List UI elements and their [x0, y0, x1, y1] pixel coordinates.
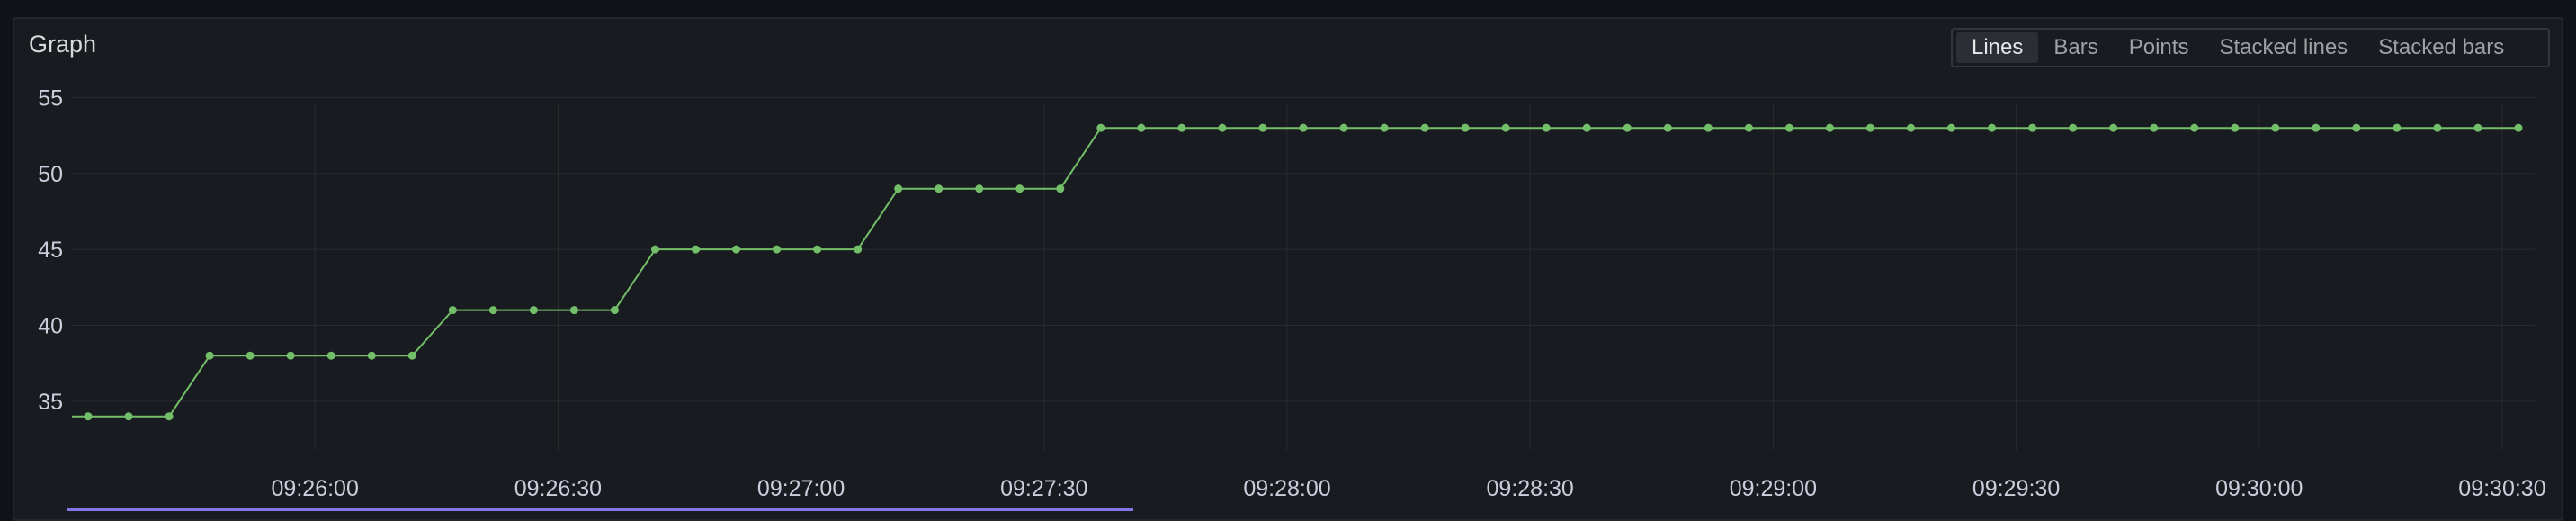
- data-point: [246, 351, 255, 360]
- data-point: [1137, 123, 1146, 132]
- data-point: [935, 184, 944, 193]
- view-mode-stacked-lines-button[interactable]: Stacked lines: [2219, 35, 2348, 59]
- data-point: [2150, 123, 2159, 132]
- data-point: [2352, 123, 2361, 132]
- data-point: [488, 306, 497, 315]
- data-point: [1461, 123, 1470, 132]
- data-point: [1380, 123, 1389, 132]
- data-point: [1865, 123, 1874, 132]
- data-point: [610, 306, 619, 315]
- panel-title: Graph: [29, 31, 97, 58]
- x-tick-label: 09:27:30: [1000, 476, 1087, 501]
- data-point: [692, 245, 701, 254]
- view-mode-toggle: Lines Bars Points Stacked lines Stacked …: [1951, 28, 2550, 67]
- x-tick-label: 09:29:30: [1972, 476, 2060, 501]
- data-point: [2190, 123, 2199, 132]
- data-point: [1582, 123, 1591, 132]
- data-point: [854, 245, 863, 254]
- x-tick-label: 09:29:00: [1730, 476, 1817, 501]
- data-point: [650, 245, 659, 254]
- data-point: [1177, 123, 1186, 132]
- data-point: [286, 351, 295, 360]
- data-point: [1258, 123, 1267, 132]
- data-point: [529, 306, 538, 315]
- x-tick-label: 09:28:30: [1487, 476, 1574, 501]
- data-point: [2514, 123, 2523, 132]
- y-tick-label: 45: [38, 238, 63, 263]
- data-point: [84, 412, 93, 421]
- data-point: [1704, 123, 1713, 132]
- data-point: [448, 306, 457, 315]
- data-point: [2393, 123, 2402, 132]
- data-point: [205, 351, 214, 360]
- view-mode-lines-button[interactable]: Lines: [1956, 32, 2039, 63]
- data-point: [1542, 123, 1551, 132]
- data-point: [1299, 123, 1308, 132]
- view-mode-stacked-bars-button[interactable]: Stacked bars: [2378, 35, 2505, 59]
- graph-panel: [13, 17, 2563, 521]
- data-point: [1784, 123, 1793, 132]
- data-point: [1906, 123, 1915, 132]
- data-point: [2109, 123, 2118, 132]
- x-tick-label: 09:27:00: [757, 476, 845, 501]
- data-point: [1825, 123, 1834, 132]
- data-point: [1339, 123, 1348, 132]
- data-point: [2231, 123, 2240, 132]
- data-point: [367, 351, 376, 360]
- data-point: [1988, 123, 1997, 132]
- data-point: [1218, 123, 1227, 132]
- data-point: [732, 245, 741, 254]
- data-point: [2271, 123, 2280, 132]
- data-point: [2433, 123, 2442, 132]
- data-point: [1420, 123, 1429, 132]
- data-point: [1947, 123, 1956, 132]
- data-point: [2312, 123, 2321, 132]
- data-point: [1501, 123, 1510, 132]
- data-point: [407, 351, 416, 360]
- data-point: [1096, 123, 1105, 132]
- data-point: [1744, 123, 1753, 132]
- data-point: [569, 306, 578, 315]
- y-tick-label: 40: [38, 313, 63, 338]
- data-point: [1623, 123, 1632, 132]
- data-point: [165, 412, 174, 421]
- y-tick-label: 55: [38, 85, 63, 111]
- data-point: [813, 245, 822, 254]
- view-mode-points-button[interactable]: Points: [2128, 35, 2189, 59]
- x-tick-label: 09:30:30: [2458, 476, 2545, 501]
- time-range-selection-bar[interactable]: [67, 508, 1133, 511]
- data-point: [975, 184, 984, 193]
- y-tick-label: 50: [38, 162, 63, 187]
- x-tick-label: 09:26:30: [514, 476, 602, 501]
- x-tick-label: 09:28:00: [1243, 476, 1330, 501]
- data-point: [2473, 123, 2482, 132]
- y-tick-label: 35: [38, 390, 63, 415]
- x-tick-label: 09:30:00: [2215, 476, 2303, 501]
- data-point: [894, 184, 903, 193]
- x-tick-label: 09:26:00: [272, 476, 359, 501]
- data-point: [124, 412, 133, 421]
- data-point: [1663, 123, 1672, 132]
- data-point: [2028, 123, 2037, 132]
- data-point: [1015, 184, 1024, 193]
- data-point: [773, 245, 782, 254]
- data-point: [326, 351, 335, 360]
- data-point: [2069, 123, 2078, 132]
- data-point: [1056, 184, 1065, 193]
- series-line: [88, 127, 2518, 418]
- view-mode-bars-button[interactable]: Bars: [2053, 35, 2098, 59]
